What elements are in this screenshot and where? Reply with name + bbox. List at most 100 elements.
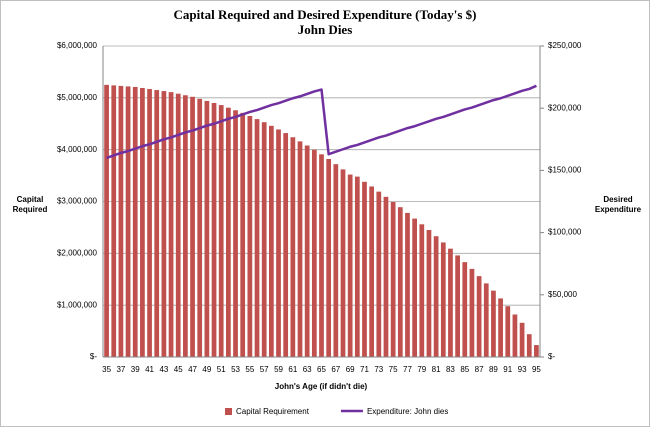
x-tick-label: 61 — [288, 365, 297, 374]
bar — [369, 186, 375, 357]
bar — [534, 345, 539, 357]
x-tick-label: 63 — [303, 365, 312, 374]
bar — [190, 96, 195, 358]
chart-title: Capital Required and Desired Expenditure… — [174, 7, 477, 22]
bar — [326, 158, 332, 357]
x-tick-label: 87 — [475, 365, 484, 374]
bar — [147, 89, 152, 357]
y-tick-label: $1,000,000 — [57, 300, 98, 309]
bar — [247, 115, 253, 357]
bar — [426, 230, 432, 357]
y-tick-label: $2,000,000 — [57, 248, 98, 257]
y2-label: Expenditure — [595, 205, 642, 214]
x-tick-label: 81 — [432, 365, 441, 374]
bar — [491, 290, 496, 357]
bar — [448, 248, 453, 357]
x-tick-label: 43 — [159, 365, 168, 374]
bar — [254, 119, 260, 358]
bar — [261, 122, 267, 357]
x-tick-label: 69 — [346, 365, 355, 374]
bar — [440, 242, 446, 357]
y-label: Required — [13, 205, 48, 214]
y-tick-label: $- — [90, 352, 97, 361]
x-tick-label: 65 — [317, 365, 326, 374]
bar — [469, 268, 475, 357]
bar — [498, 298, 503, 357]
x-tick-label: 53 — [231, 365, 240, 374]
bar — [319, 154, 324, 357]
bar — [240, 112, 246, 358]
bar — [276, 129, 281, 357]
bar — [132, 86, 138, 357]
x-tick-label: 77 — [403, 365, 412, 374]
bar — [297, 141, 303, 357]
bar — [104, 84, 109, 357]
bar — [290, 137, 296, 357]
x-tick-label: 39 — [131, 365, 140, 374]
bar — [390, 202, 396, 357]
x-tick-label: 89 — [489, 365, 498, 374]
bar — [197, 98, 203, 358]
bar — [412, 218, 417, 357]
x-label: John's Age (if didn't die) — [275, 382, 368, 391]
bar — [226, 107, 231, 357]
bar — [362, 181, 367, 357]
bar — [383, 196, 389, 357]
x-tick-label: 55 — [245, 365, 254, 374]
x-tick-label: 37 — [116, 365, 125, 374]
y2-tick-label: $150,000 — [548, 166, 582, 175]
legend-swatch — [225, 408, 232, 415]
bar — [304, 145, 310, 357]
legend-label: Capital Requirement — [236, 407, 310, 416]
bar — [462, 262, 468, 357]
x-tick-label: 79 — [417, 365, 426, 374]
bar — [476, 276, 482, 357]
bar — [233, 110, 238, 357]
bar — [204, 100, 210, 358]
x-tick-label: 93 — [518, 365, 527, 374]
bar — [140, 87, 145, 358]
x-tick-label: 47 — [188, 365, 197, 374]
bar — [419, 224, 425, 357]
bar — [283, 133, 289, 357]
y2-tick-label: $50,000 — [548, 290, 577, 299]
bar — [311, 149, 317, 357]
bar — [397, 207, 403, 357]
bar — [161, 91, 167, 357]
bar — [125, 86, 131, 358]
x-tick-label: 67 — [331, 365, 340, 374]
bar — [268, 125, 274, 357]
bar — [154, 90, 160, 357]
bar — [211, 103, 217, 358]
bar — [347, 174, 353, 357]
x-tick-label: 75 — [389, 365, 398, 374]
y-tick-label: $3,000,000 — [57, 197, 98, 206]
bar — [354, 176, 360, 357]
x-tick-label: 45 — [174, 365, 183, 374]
y2-label: Desired — [603, 195, 632, 204]
bar — [218, 105, 224, 357]
line — [106, 84, 537, 160]
bar — [519, 322, 525, 357]
x-tick-label: 59 — [274, 365, 283, 374]
y2-tick-label: $- — [548, 352, 555, 361]
x-tick-label: 41 — [145, 365, 154, 374]
y-tick-label: $6,000,000 — [57, 41, 98, 50]
bar — [118, 85, 124, 357]
bar — [455, 255, 460, 357]
x-tick-label: 95 — [532, 365, 541, 374]
bar — [512, 314, 518, 357]
bar — [505, 306, 511, 357]
y2-tick-label: $100,000 — [548, 228, 582, 237]
bar — [433, 236, 439, 357]
x-tick-label: 83 — [446, 365, 455, 374]
legend-label: Expenditure: John dies — [367, 407, 448, 416]
bar — [183, 95, 188, 357]
bar — [111, 85, 117, 357]
bar — [340, 169, 346, 357]
y-label: Capital — [17, 195, 44, 204]
x-tick-label: 73 — [374, 365, 383, 374]
chart-subtitle: John Dies — [298, 22, 353, 37]
x-tick-label: 51 — [217, 365, 226, 374]
